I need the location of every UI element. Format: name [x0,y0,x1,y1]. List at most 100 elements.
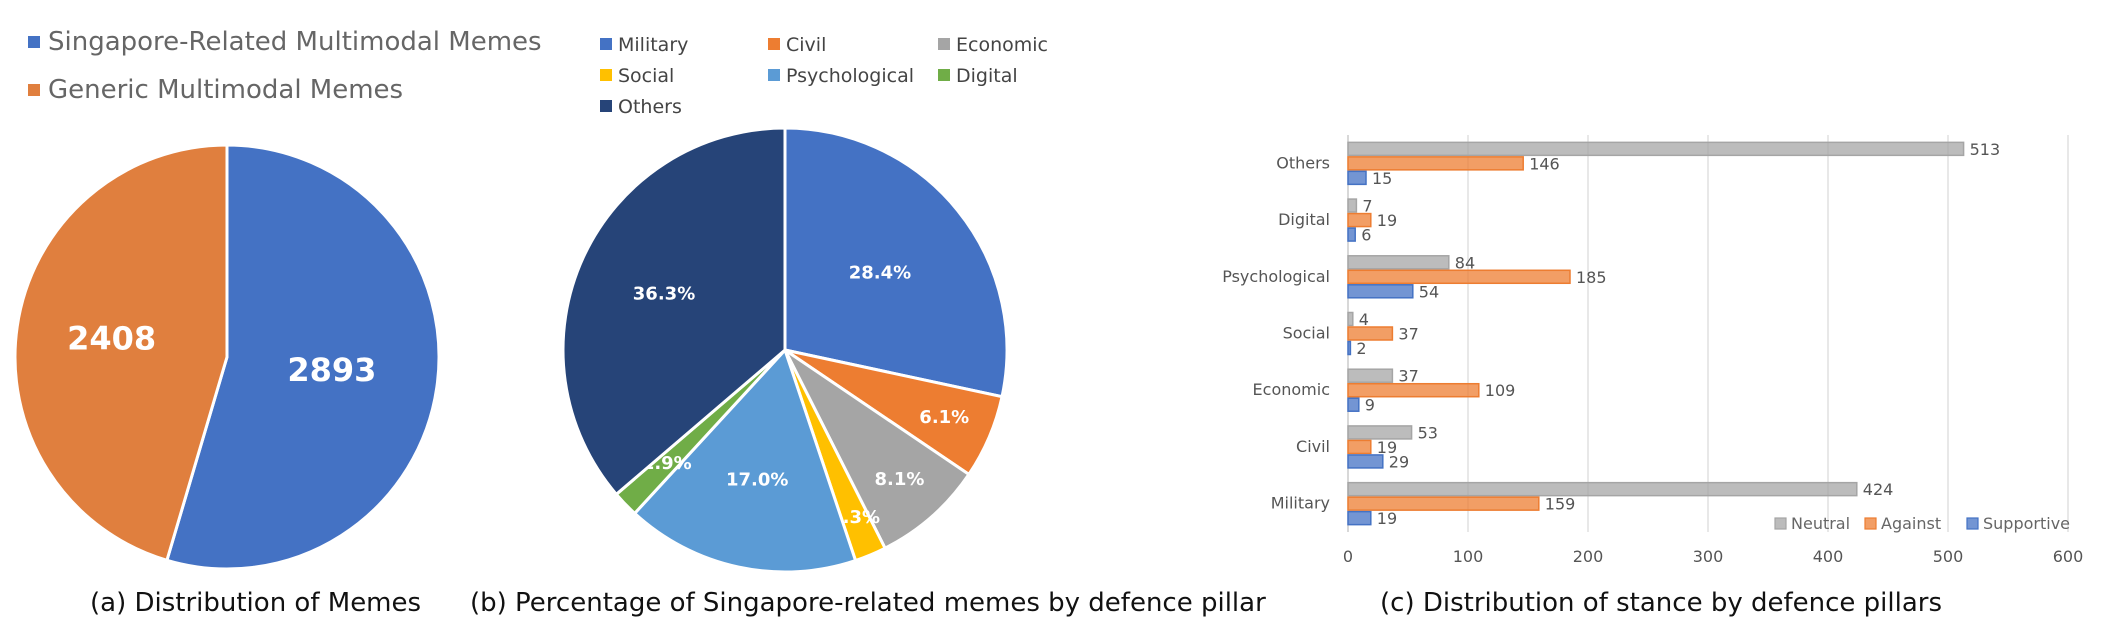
pie-chart-defence-pillars: Military Civil Economic Social Psychological… [561,34,1048,574]
legend-label-neutral: Neutral [1791,514,1850,533]
pie-slice-singapore-related-multimodal-memes [165,143,441,571]
x-tick-label-600: 600 [2053,547,2084,566]
bar-against-civil [1347,439,1372,455]
panel-c-stance-distribution: 0 100 200 300 400 500 600 Military 424 159 19 Civil… [1200,0,2114,642]
pie-chart-memes: Singapore-Related Multimodal Memes Generi… [13,27,542,571]
legend-swatch-military [600,38,612,50]
legend-swatch-psychological [768,69,780,81]
data-label-neutral-psychological: 84 [1455,253,1475,272]
legend-swatch-digital [938,69,950,81]
legend-label-singapore-related-multimodal-memes: Singapore-Related Multimodal Memes [48,27,542,57]
legend-label-economic: Economic [956,34,1048,56]
data-label-against-psychological: 185 [1576,268,1607,287]
bar-supportive-others [1347,170,1367,186]
x-tick-label-300: 300 [1693,547,1724,566]
data-label-supportive-social: 2 [1356,339,1366,358]
pie-slice-others [561,126,787,497]
legend-swatch-civil [768,38,780,50]
bar-against-digital [1347,212,1372,228]
y-tick-label-others: Others [1276,153,1330,172]
data-label-neutral-military: 424 [1863,480,1894,499]
data-label-neutral-others: 513 [1970,140,2001,159]
x-tick-label-200: 200 [1573,547,1604,566]
data-label-against-others: 146 [1529,154,1560,173]
panel-b-defence-pillar-percentage: Military Civil Economic Social Psychological… [470,0,1266,642]
bar-neutral-others [1347,141,1965,157]
data-label-supportive-economic: 9 [1365,396,1375,415]
pie-label-psychological: 17.0% [726,469,788,490]
pie-slice-military [783,126,1009,399]
pie-label-civil: 6.1% [919,407,969,428]
data-label-supportive-military: 19 [1377,509,1397,528]
legend-swatch-singapore-related-multimodal-memes [28,36,40,48]
bar-supportive-social [1347,340,1352,356]
bar-neutral-economic [1347,368,1394,383]
data-label-neutral-economic: 37 [1398,367,1418,386]
legend-label-others: Others [618,96,682,118]
data-label-supportive-civil: 29 [1389,452,1409,471]
legend-swatch-others [600,100,612,112]
bar-supportive-military [1347,510,1372,526]
y-tick-label-psychological: Psychological [1222,267,1330,286]
bar-neutral-psychological [1347,255,1450,270]
bar-supportive-economic [1347,397,1360,412]
data-label-against-military: 159 [1545,495,1576,514]
bar-against-social [1347,326,1394,341]
caption-c: (c) Distribution of stance by defence pi… [1380,588,1943,618]
x-tick-label-0: 0 [1343,547,1353,566]
bar-neutral-digital [1347,198,1358,213]
data-label-supportive-digital: 6 [1361,226,1371,245]
data-label-supportive-psychological: 54 [1419,282,1439,301]
legend-label-military: Military [618,34,688,56]
legend-swatch-supportive [1966,517,1979,530]
bar-chart-stance: 0 100 200 300 400 500 600Military42415919Civil… [1222,135,2084,566]
legend-label-civil: Civil [786,34,826,56]
data-label-against-economic: 109 [1485,381,1516,400]
y-tick-label-civil: Civil [1296,437,1330,456]
data-label-against-civil: 19 [1377,438,1397,457]
caption-a: (a) Distribution of Memes [90,588,422,618]
pie-label-singapore-related-multimodal-memes: 2893 [287,351,376,389]
bar-supportive-psychological [1347,284,1414,299]
pie-label-generic-multimodal-memes: 2408 [67,319,156,357]
pie-label-military: 28.4% [849,262,911,283]
panel-a-memes-distribution: Singapore-Related Multimodal Memes Generi… [0,0,542,642]
y-tick-label-military: Military [1271,494,1330,513]
legend-label-against: Against [1881,514,1941,533]
data-label-neutral-digital: 7 [1362,197,1372,216]
data-label-against-digital: 19 [1377,211,1397,230]
data-label-supportive-others: 15 [1372,169,1392,188]
bar-against-military [1347,496,1540,511]
pie-slice-economic [781,345,971,551]
legend-label-psychological: Psychological [786,65,914,87]
x-tick-label-400: 400 [1813,547,1844,566]
bar-supportive-digital [1347,227,1356,242]
x-tick-label-100: 100 [1453,547,1484,566]
bar-neutral-civil [1347,425,1413,440]
caption-b: (b) Percentage of Singapore-related meme… [470,588,1266,618]
pie-slice-psychological [632,347,858,574]
data-label-neutral-civil: 53 [1418,423,1438,442]
legend-swatch-against [1864,517,1877,530]
legend-swatch-generic-multimodal-memes [28,84,40,96]
pie-label-economic: 8.1% [874,469,924,490]
y-tick-label-social: Social [1283,324,1330,343]
bar-against-psychological [1347,269,1571,285]
legend-label-generic-multimodal-memes: Generic Multimodal Memes [48,75,403,105]
y-tick-label-digital: Digital [1278,210,1330,229]
pie-slice-generic-multimodal-memes [13,143,229,563]
bar-supportive-civil [1347,454,1384,469]
bar-against-economic [1347,382,1480,398]
legend-swatch-social [600,69,612,81]
legend-label-social: Social [618,65,674,87]
data-label-against-social: 37 [1398,325,1418,344]
data-label-neutral-social: 4 [1359,310,1369,329]
legend-label-digital: Digital [956,65,1018,87]
bar-against-others [1347,156,1524,171]
pie-label-others: 36.3% [633,283,695,304]
legend-swatch-neutral [1774,517,1787,530]
legend-label-supportive: Supportive [1983,514,2070,533]
legend-swatch-economic [938,38,950,50]
x-tick-label-500: 500 [1933,547,1964,566]
bar-neutral-military [1347,481,1858,497]
